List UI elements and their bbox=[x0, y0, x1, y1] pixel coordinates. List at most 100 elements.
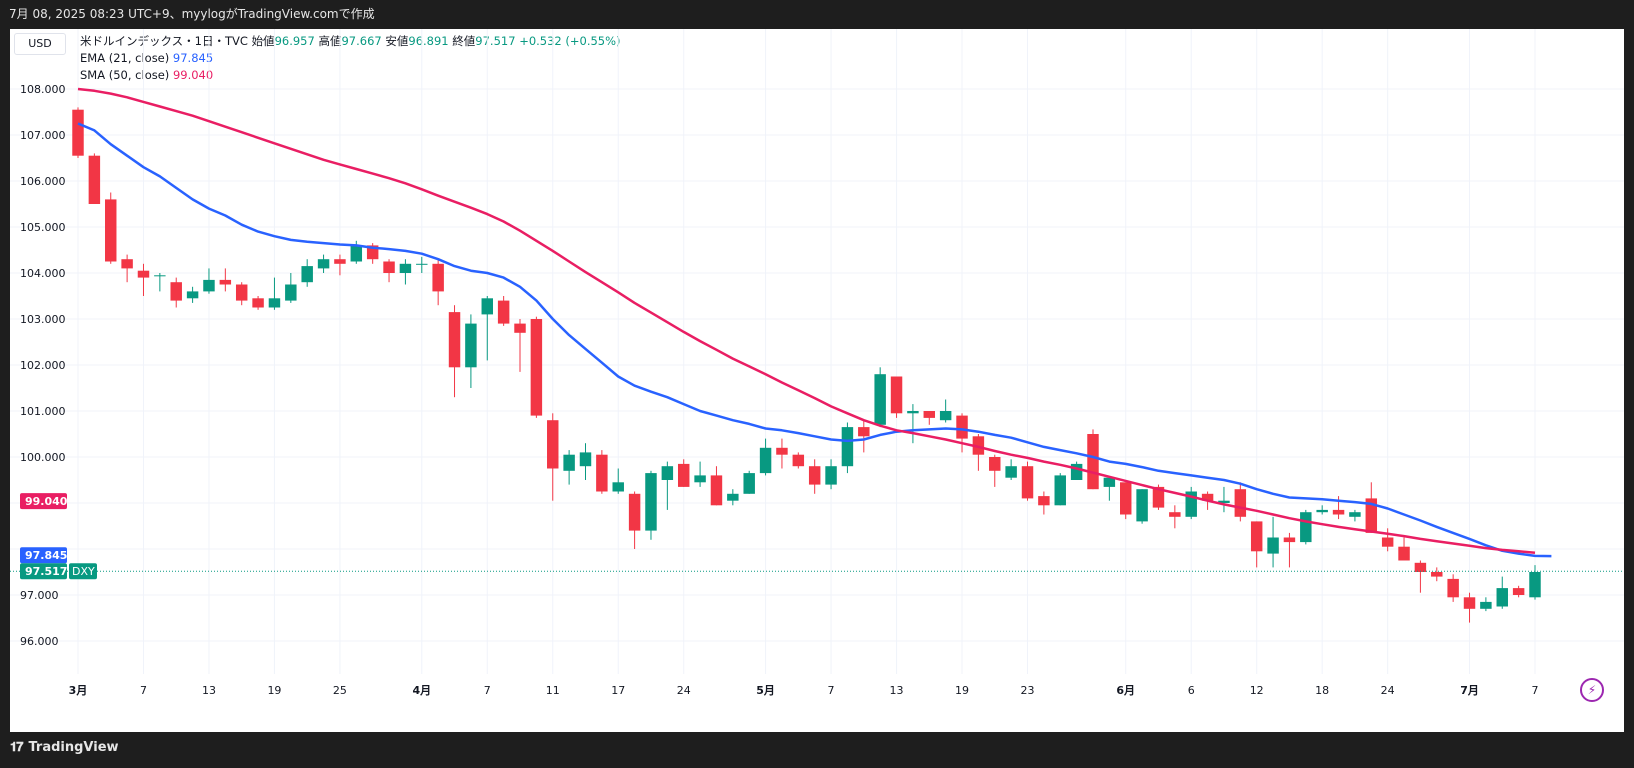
candle-body bbox=[612, 482, 624, 492]
candle-body bbox=[317, 259, 330, 269]
currency-selector[interactable]: USD bbox=[14, 33, 66, 55]
candle-body bbox=[1349, 512, 1361, 517]
price-label-text: 97.845 bbox=[25, 549, 67, 562]
x-tick-label: 25 bbox=[333, 684, 347, 697]
price-label-box bbox=[20, 493, 67, 510]
x-tick-label: 17 bbox=[611, 684, 625, 697]
candle-body bbox=[219, 279, 232, 285]
candle-body bbox=[1087, 434, 1099, 490]
y-tick-label: 108.000 bbox=[20, 83, 66, 96]
candle-body bbox=[923, 411, 936, 418]
candle-body bbox=[497, 300, 510, 324]
candle-body bbox=[137, 270, 150, 278]
candle-body bbox=[1054, 475, 1066, 506]
symbol-tag-text: DXY bbox=[72, 565, 95, 578]
lightning-icon[interactable]: ⚡ bbox=[1580, 678, 1604, 702]
sma-line bbox=[77, 87, 1536, 554]
ema-legend-line[interactable]: EMA (21, close) 97.845 bbox=[80, 50, 621, 67]
candle-body bbox=[596, 454, 608, 492]
candle-body bbox=[1201, 493, 1214, 501]
close-value: 97.517 bbox=[475, 34, 516, 48]
candle-body bbox=[1185, 491, 1197, 517]
candle-body bbox=[203, 279, 215, 292]
candle-body bbox=[825, 466, 837, 485]
candle-body bbox=[1021, 466, 1034, 499]
low-value: 96.891 bbox=[408, 34, 449, 48]
price-label-box bbox=[20, 547, 67, 564]
footer-brand: TradingView bbox=[28, 740, 119, 755]
chart-panel[interactable]: USD 米ドルインデックス・1日・TVC 始値96.957 高値97.667 安… bbox=[10, 29, 1624, 732]
symbol-tag-box bbox=[69, 563, 97, 580]
price-label-text: 97.517 bbox=[25, 565, 67, 578]
y-tick-label: 105.000 bbox=[20, 221, 66, 234]
candle-body bbox=[661, 466, 674, 480]
price-label-box bbox=[20, 563, 67, 580]
candle-body bbox=[677, 463, 690, 487]
sma-label: SMA (50, close) bbox=[80, 68, 170, 82]
candle-body bbox=[416, 263, 428, 265]
candle-body bbox=[285, 284, 297, 301]
y-tick-label: 100.000 bbox=[20, 451, 66, 464]
x-tick-label: 7 bbox=[140, 684, 147, 697]
candle-body bbox=[88, 155, 101, 204]
candle-body bbox=[972, 436, 985, 455]
candle-body bbox=[858, 427, 870, 437]
candle-body bbox=[383, 261, 395, 273]
candle-body bbox=[252, 298, 264, 308]
price-chart[interactable]: 108.000 107.000 106.000 105.000 104.000 103.0… bbox=[10, 29, 1624, 732]
candle-body bbox=[366, 245, 379, 260]
candle-body bbox=[268, 298, 281, 308]
candle-body bbox=[1136, 489, 1148, 522]
candle-body bbox=[186, 291, 199, 299]
y-tick-label: 96.000 bbox=[20, 635, 59, 648]
y-tick-label: 101.000 bbox=[20, 405, 66, 418]
x-tick-label: 23 bbox=[1021, 684, 1035, 697]
candle-body bbox=[743, 473, 755, 494]
x-tick-label: 19 bbox=[955, 684, 969, 697]
y-tick-label: 107.000 bbox=[20, 129, 66, 142]
candle-body bbox=[1332, 509, 1345, 515]
x-tick-label: 4月 bbox=[412, 684, 431, 697]
candle-body bbox=[465, 323, 477, 368]
candle-body bbox=[645, 473, 657, 531]
candle-body bbox=[1365, 498, 1378, 533]
x-tick-label: 3月 bbox=[69, 684, 88, 697]
candle-body bbox=[1103, 477, 1116, 487]
candle-body bbox=[1283, 537, 1296, 543]
candle-body bbox=[1120, 482, 1132, 515]
tradingview-logo-icon: 𝟏𝟕 bbox=[10, 740, 24, 755]
price-label-text: 99.040 bbox=[25, 495, 68, 508]
high-label: 高値 bbox=[318, 34, 342, 48]
candle-body bbox=[1463, 597, 1476, 609]
candle-body bbox=[1152, 486, 1165, 508]
ohlc-line: 米ドルインデックス・1日・TVC 始値96.957 高値97.667 安値96.… bbox=[80, 33, 621, 50]
high-value: 97.667 bbox=[341, 34, 382, 48]
candle-body bbox=[1250, 521, 1263, 552]
x-tick-label: 24 bbox=[677, 684, 691, 697]
sma-legend-line[interactable]: SMA (50, close) 99.040 bbox=[80, 67, 621, 84]
candle-body bbox=[481, 298, 493, 315]
x-tick-label: 24 bbox=[1381, 684, 1395, 697]
candle-body bbox=[792, 454, 805, 467]
candle-body bbox=[1447, 578, 1459, 598]
candle-body bbox=[235, 284, 248, 301]
candle-body bbox=[530, 319, 543, 416]
ema-value: 97.845 bbox=[172, 51, 214, 65]
candle-body bbox=[628, 493, 641, 531]
x-tick-label: 7 bbox=[828, 684, 835, 697]
ema-line bbox=[77, 122, 1552, 558]
chart-legend: 米ドルインデックス・1日・TVC 始値96.957 高値97.667 安値96.… bbox=[80, 33, 621, 84]
symbol-description: 米ドルインデックス・1日・TVC bbox=[80, 34, 248, 48]
candle-body bbox=[808, 466, 821, 485]
x-tick-label: 7 bbox=[1532, 684, 1539, 697]
candle-body bbox=[1005, 466, 1017, 478]
candle-body bbox=[1431, 572, 1443, 577]
candle-body bbox=[841, 427, 854, 467]
sma-value: 99.040 bbox=[172, 68, 214, 82]
open-label: 始値 bbox=[251, 34, 275, 48]
y-tick-label: 97.000 bbox=[20, 589, 59, 602]
ema-label: EMA (21, close) bbox=[80, 51, 170, 65]
x-tick-label: 18 bbox=[1315, 684, 1329, 697]
candle-body bbox=[710, 475, 723, 506]
candle-body bbox=[1316, 509, 1328, 513]
